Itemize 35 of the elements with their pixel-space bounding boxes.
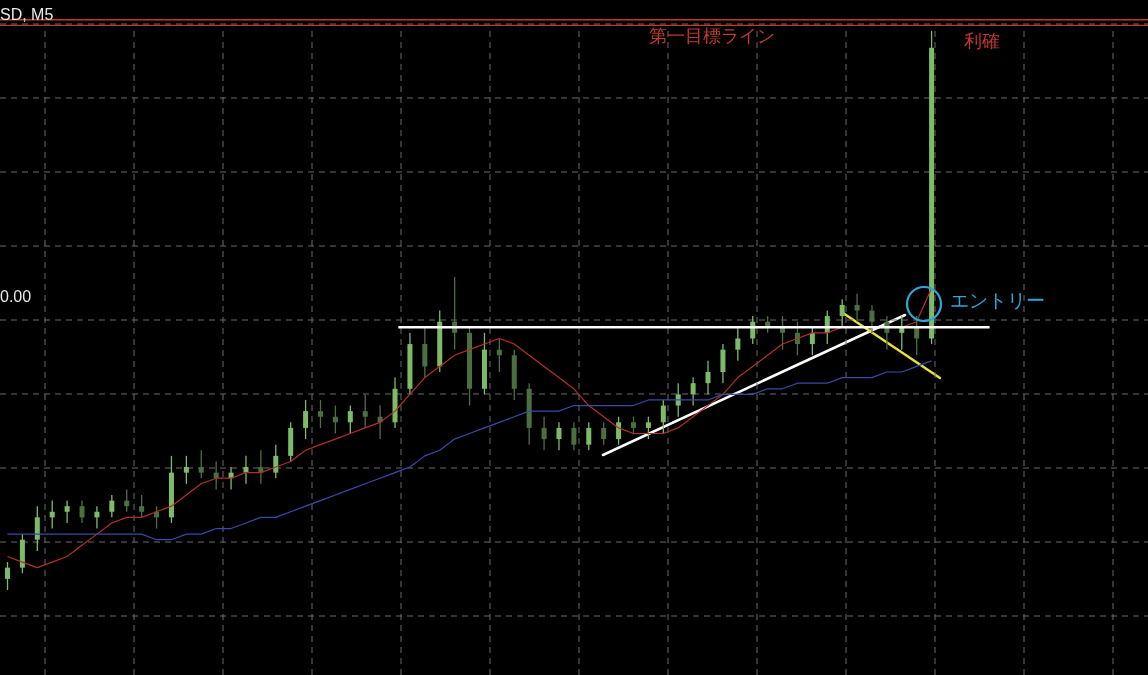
candlestick — [183, 455, 189, 485]
candlestick — [139, 494, 145, 518]
text: エントリー — [950, 289, 1045, 311]
candlestick — [705, 360, 711, 396]
ref-line-label: 利確 — [963, 30, 1000, 52]
candlestick — [854, 293, 860, 323]
candlestick — [660, 399, 666, 435]
candlestick — [586, 421, 592, 451]
candlestick — [541, 416, 547, 451]
candlestick — [5, 561, 10, 591]
annotation: 0.00 — [0, 288, 32, 305]
candlestick — [318, 399, 323, 429]
candlestick — [64, 499, 70, 524]
candlestick — [556, 421, 562, 451]
candlestick — [362, 393, 368, 429]
candlestick — [720, 343, 726, 384]
candlestick — [273, 444, 279, 479]
candlestick — [243, 455, 249, 485]
ref-line-label: 第一目標ライン — [648, 24, 775, 46]
candlestick — [198, 449, 204, 479]
candlestick — [303, 399, 309, 440]
candlestick — [347, 404, 353, 435]
candlestick — [869, 304, 875, 334]
candlestick — [735, 326, 741, 362]
candlestick — [616, 416, 622, 446]
chart-title: SD, M5 — [0, 6, 54, 23]
candlestick — [109, 494, 115, 518]
candlestick — [601, 421, 607, 446]
candlestick — [79, 499, 85, 524]
candlestick — [571, 421, 577, 451]
candlestick — [690, 376, 696, 407]
candlestick — [839, 298, 845, 328]
candlestick — [645, 416, 651, 440]
candlestick — [34, 505, 40, 552]
candlestick — [422, 326, 428, 379]
